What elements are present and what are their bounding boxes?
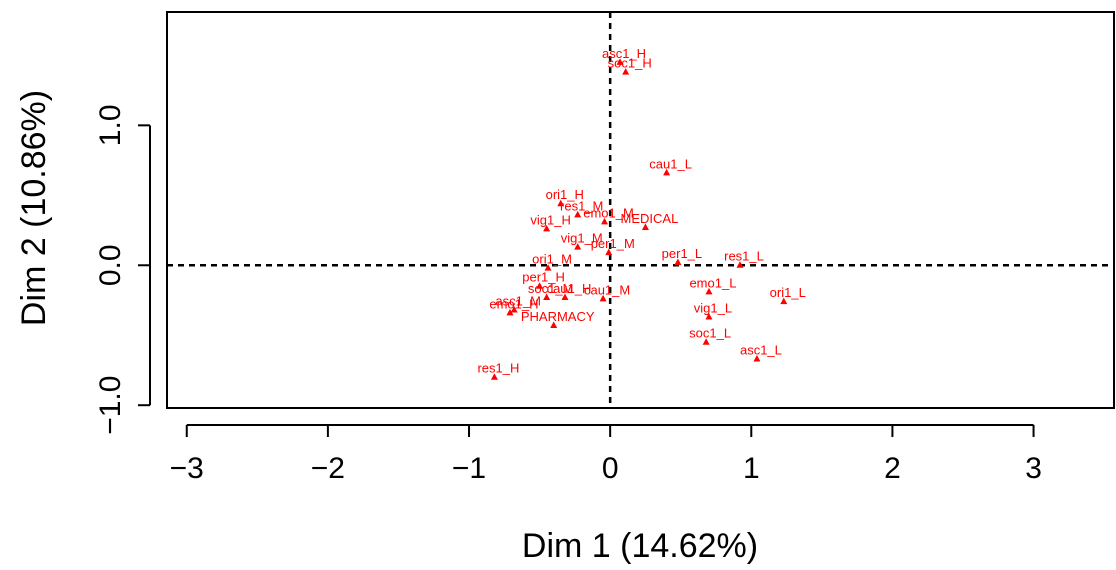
x-tick-label: −3 [170,452,204,485]
plot-frame [166,11,1115,409]
point-label: per1_H [522,270,565,285]
y-axis-title: Dim 2 (10.86%) [15,90,53,326]
point-label: cau1_M [584,282,630,297]
point [599,294,607,302]
point-label: emo1_H [489,296,538,311]
x-tick-label: 3 [1025,452,1042,485]
point-label: vig1_M [561,231,603,246]
point [506,308,514,316]
point [543,224,551,232]
point-label: vig1_L [694,300,732,315]
point-label: PHARMACY [521,309,595,324]
point [622,68,630,75]
point-label: soc1_L [689,326,731,341]
point [705,313,713,320]
point-label: ori1_L [770,285,806,300]
x-tick-label: −2 [311,452,345,485]
x-tick-label: 1 [743,452,760,485]
point [601,217,609,225]
y-tick-label: 0.0 [94,244,127,286]
point-label: soc1_M [528,281,574,296]
point-label: cau1_L [649,156,692,171]
y-tick-label: 1.0 [94,104,127,146]
point-label: res1_L [724,249,764,264]
point [574,210,582,218]
point-label: res1_M [560,198,603,213]
point [705,287,713,295]
point [574,243,582,250]
point-label: ori1_H [546,187,584,202]
point [561,293,569,300]
point-label: MEDICAL [621,211,679,226]
point [641,223,649,230]
point-label: per1_M [591,236,635,251]
x-tick-label: 2 [884,452,901,485]
point [753,355,761,362]
point-label: vig1_H [530,212,570,227]
point [616,58,624,65]
x-tick-label: 0 [602,452,619,485]
point-label: per1_L [662,246,702,261]
point [780,297,788,305]
point [702,338,710,345]
y-tick-label: −1.0 [94,376,127,435]
point [544,264,552,271]
point [536,282,544,289]
point [736,261,744,268]
x-tick-label: −1 [452,452,486,485]
point-label: soc1_H [608,56,652,71]
point [663,168,671,176]
point [550,321,558,328]
point-label: asc1_L [740,342,782,357]
point-label: cau1_H [547,281,592,296]
point [510,306,518,313]
point-label: asc1_M [495,293,541,308]
point-label: emo1_M [583,205,634,220]
point-label: res1_H [477,361,519,376]
point-label: emo1_L [689,275,736,290]
point [543,293,551,300]
point-label: ori1_M [532,252,572,267]
point [557,199,565,207]
point [674,258,682,265]
x-axis-title: Dim 1 (14.62%) [522,527,758,565]
point [605,248,613,256]
point-label: asc1_H [602,46,646,61]
point [490,373,498,380]
